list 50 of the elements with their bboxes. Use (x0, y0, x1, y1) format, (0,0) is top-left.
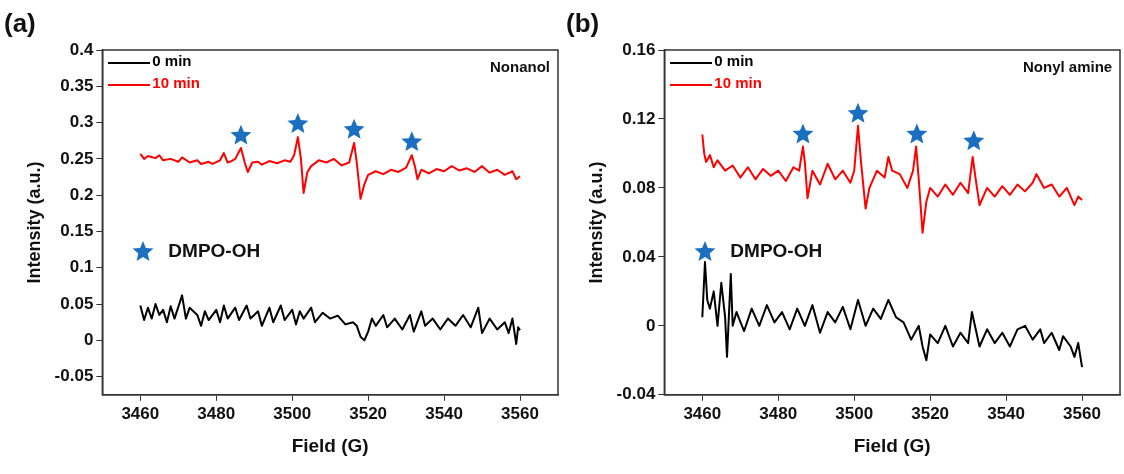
y-tick-label: -0.04 (616, 384, 656, 404)
x-tick-label: 3500 (835, 403, 874, 423)
x-tick-label: 3460 (121, 403, 160, 423)
annotation: Nonanol (490, 58, 550, 75)
legend-label: DMPO-OH (168, 239, 261, 262)
x-tick-label: 3540 (425, 403, 463, 423)
y-tick-label: 0.04 (622, 246, 656, 266)
point (792, 123, 814, 144)
x-tick-label: 3460 (683, 403, 722, 423)
y-tick-label: 0 (83, 330, 94, 350)
annotation: Nonyl amine (1023, 58, 1113, 75)
y-tick-label: 0.12 (622, 108, 656, 128)
y-tick-label: 0.25 (60, 148, 94, 168)
point (230, 124, 252, 145)
chart-title: (a) (4, 8, 36, 39)
x-tick-label: 3480 (759, 403, 798, 423)
y-tick-label: 0.4 (69, 39, 94, 59)
x-axis-title: Field (G) (291, 434, 369, 456)
y-tick-label: 0.35 (60, 75, 94, 95)
y-tick-label: 0 (645, 315, 656, 335)
x-tick-label: 3520 (349, 403, 388, 423)
x-tick-label: 3560 (501, 403, 539, 423)
x-axis-title: Field (G) (853, 434, 931, 456)
y-tick-label: 0.15 (60, 221, 94, 241)
y-tick-label: 0.2 (69, 184, 94, 204)
y-tick-label: 0.3 (69, 112, 94, 132)
x-tick-label: 3540 (987, 403, 1025, 423)
x-tick-label: 3520 (911, 403, 950, 423)
y-axis-title: Intensity (a.u.) (23, 161, 44, 284)
point (906, 123, 928, 144)
x-tick-label: 3560 (1063, 403, 1101, 423)
point (847, 102, 869, 123)
point (963, 130, 985, 151)
legend-label: 10 min (714, 74, 762, 91)
y-axis-title: Intensity (a.u.) (585, 161, 606, 284)
legend-label: 10 min (152, 74, 200, 91)
x-tick-label: 3480 (197, 403, 236, 423)
y-tick-label: 0.1 (69, 257, 94, 277)
legend-label: DMPO-OH (730, 239, 823, 262)
legend-label: 0 min (152, 52, 192, 69)
point (343, 118, 365, 139)
y-tick-label: -0.05 (54, 366, 94, 386)
y-tick-label: 0.16 (622, 39, 656, 59)
x-tick-label: 3500 (273, 403, 312, 423)
point (401, 131, 423, 152)
point (287, 113, 309, 133)
y-tick-label: 0.05 (60, 293, 94, 313)
chart-title: (b) (566, 8, 600, 39)
legend-label: 0 min (714, 52, 754, 69)
y-tick-label: 0.08 (622, 177, 656, 197)
